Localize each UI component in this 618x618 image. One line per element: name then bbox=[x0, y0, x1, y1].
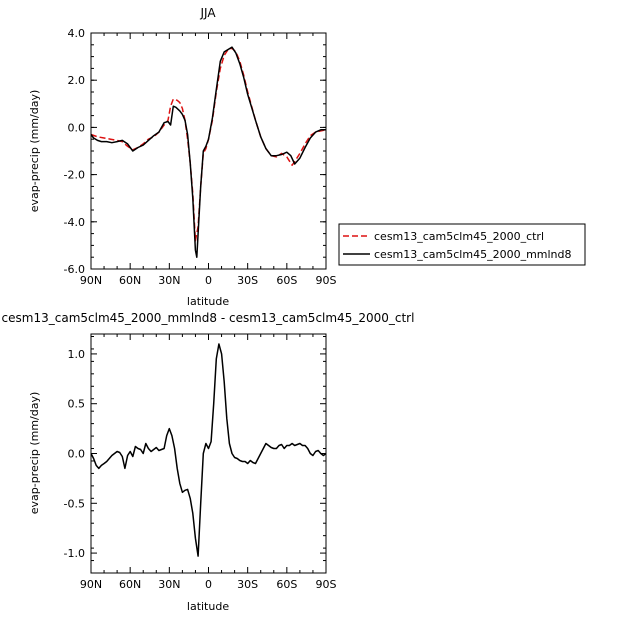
top-y-tick-label: -6.0 bbox=[64, 263, 85, 276]
top-x-tick-labels: 90N 60N 30N 0 30S 60S 90S bbox=[80, 274, 337, 287]
bot-x-tick-label: 90S bbox=[316, 578, 337, 591]
bot-x-tick-label: 0 bbox=[205, 578, 212, 591]
top-x-tick-label: 90N bbox=[80, 274, 102, 287]
bot-series-line-0 bbox=[90, 343, 327, 557]
legend: cesm13_cam5clm45_2000_ctrl cesm13_cam5cl… bbox=[338, 223, 586, 266]
bot-y-tick-label: 1.0 bbox=[68, 348, 86, 361]
bottom-plot-frame bbox=[90, 333, 327, 574]
top-series-line-0 bbox=[90, 47, 327, 242]
bottom-x-axis-label: latitude bbox=[187, 600, 229, 613]
top-tick-marks bbox=[90, 32, 327, 270]
top-y-axis-label: evap-precip (mm/day) bbox=[28, 90, 41, 213]
top-y-tick-label: 2.0 bbox=[68, 74, 86, 87]
bottom-series-group bbox=[90, 343, 327, 557]
bottom-panel: cesm13_cam5clm45_2000_mmlnd8 - cesm13_ca… bbox=[2, 311, 415, 613]
top-x-tick-label: 30S bbox=[237, 274, 258, 287]
bottom-x-tick-labels: 90N 60N 30N 0 30S 60S 90S bbox=[80, 578, 337, 591]
bottom-y-axis-label: evap-precip (mm/day) bbox=[28, 392, 41, 515]
top-plot-frame bbox=[90, 32, 327, 270]
top-x-tick-label: 30N bbox=[158, 274, 180, 287]
top-x-tick-label: 60S bbox=[276, 274, 297, 287]
bot-x-tick-label: 30N bbox=[158, 578, 180, 591]
top-series-group bbox=[90, 46, 327, 258]
bottom-y-tick-labels: -1.0 -0.5 0.0 0.5 1.0 bbox=[64, 348, 85, 560]
top-x-tick-label: 0 bbox=[205, 274, 212, 287]
bot-y-tick-label: -0.5 bbox=[64, 497, 85, 510]
bot-y-tick-label: -1.0 bbox=[64, 547, 85, 560]
bot-x-tick-label: 60S bbox=[276, 578, 297, 591]
top-y-tick-label: 0.0 bbox=[68, 121, 86, 134]
bottom-chart-title: cesm13_cam5clm45_2000_mmlnd8 - cesm13_ca… bbox=[2, 311, 415, 325]
bot-y-tick-label: 0.5 bbox=[68, 398, 86, 411]
legend-box bbox=[338, 223, 586, 266]
top-chart-title: JJA bbox=[199, 6, 216, 20]
top-y-tick-label: -4.0 bbox=[64, 216, 85, 229]
top-x-tick-label: 60N bbox=[119, 274, 141, 287]
top-x-axis-label: latitude bbox=[187, 295, 229, 308]
top-panel: JJA 90N 60N 30N 0 30S 60S 90S -6.0 -4.0 -2.0 0.0 2… bbox=[28, 6, 337, 308]
top-series-line-1 bbox=[90, 46, 326, 258]
top-y-tick-label: 4.0 bbox=[68, 27, 86, 40]
legend-label-ctrl: cesm13_cam5clm45_2000_ctrl bbox=[374, 230, 544, 243]
bot-y-tick-label: 0.0 bbox=[68, 448, 86, 461]
top-y-tick-label: -2.0 bbox=[64, 169, 85, 182]
bot-x-tick-label: 90N bbox=[80, 578, 102, 591]
bottom-tick-marks bbox=[90, 334, 327, 574]
legend-label-mmlnd8: cesm13_cam5clm45_2000_mmlnd8 bbox=[374, 248, 572, 261]
bot-x-tick-label: 60N bbox=[119, 578, 141, 591]
top-x-tick-label: 90S bbox=[316, 274, 337, 287]
top-y-tick-labels: -6.0 -4.0 -2.0 0.0 2.0 4.0 bbox=[64, 27, 85, 276]
bot-x-tick-label: 30S bbox=[237, 578, 258, 591]
